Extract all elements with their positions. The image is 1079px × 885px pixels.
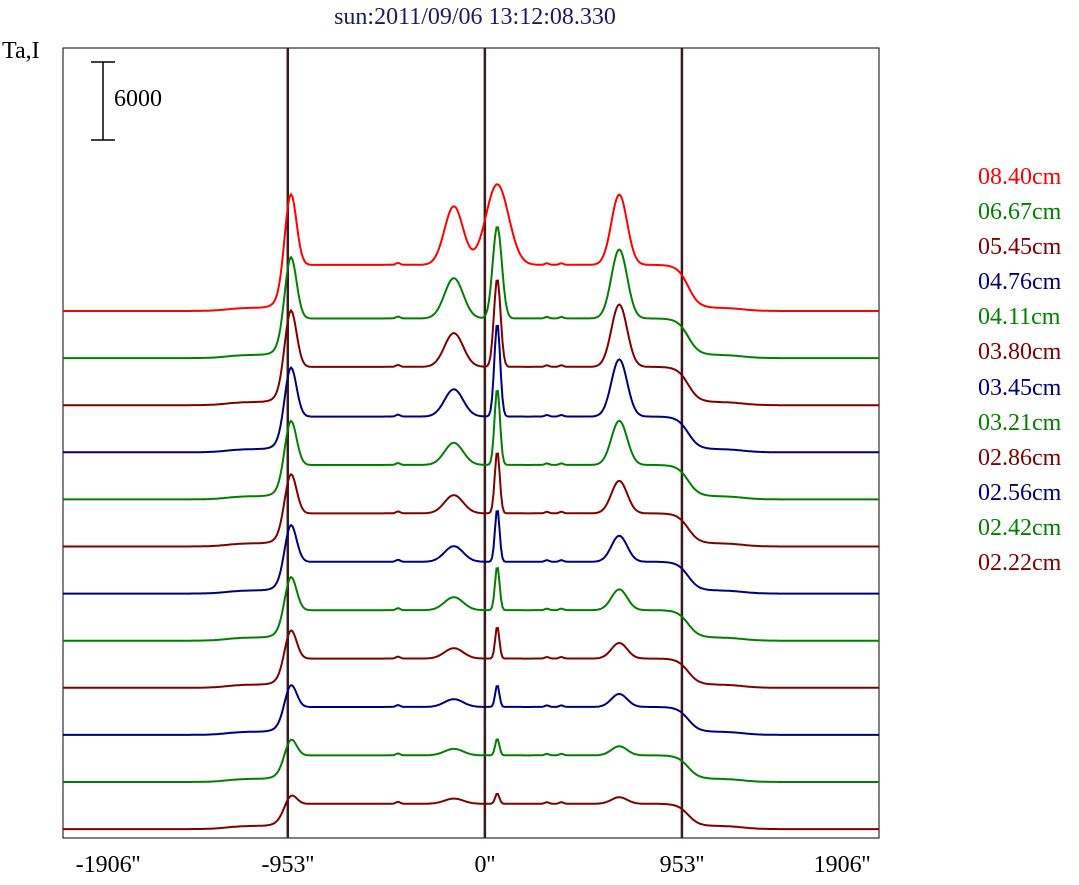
- series-line-05.45cm: [63, 279, 879, 407]
- legend: 08.40cm 06.67cm 05.45cm 04.76cm 04.11cm 03.80…: [978, 160, 1061, 581]
- legend-entry: 04.11cm: [978, 304, 1061, 331]
- x-tick-label: 1906'': [813, 852, 871, 878]
- scale-bar-label: 6000: [114, 86, 162, 112]
- legend-entry: 08.40cm: [978, 164, 1062, 190]
- x-tick-label: -953'': [261, 852, 315, 878]
- series-line-02.86cm: [63, 627, 879, 689]
- plot-frame: [62, 47, 880, 839]
- legend-entry: 03.45cm: [978, 374, 1062, 401]
- series-curves: [63, 183, 879, 831]
- x-tick-label: -1906'': [75, 852, 141, 878]
- series-line-04.11cm: [63, 389, 879, 501]
- legend-entry: 02.22cm: [978, 550, 1062, 577]
- legend-entry: 02.86cm: [978, 444, 1062, 471]
- series-line-04.76cm: [63, 324, 879, 454]
- series-line-03.45cm: [63, 510, 879, 595]
- series-line-02.56cm: [63, 684, 879, 736]
- series-line-06.67cm: [63, 226, 879, 360]
- series-line-02.22cm: [63, 793, 879, 831]
- series-line-02.42cm: [63, 738, 879, 783]
- legend-entry: 04.76cm: [978, 269, 1062, 296]
- series-line-03.80cm: [63, 452, 879, 548]
- y-axis-label: Ta,I: [2, 38, 40, 64]
- legend-entry: 03.80cm: [978, 339, 1062, 366]
- x-tick-label: 0'': [474, 852, 496, 878]
- series-line-03.21cm: [63, 567, 879, 642]
- series-line-08.40cm: [63, 183, 879, 312]
- legend-entry: 02.56cm: [978, 479, 1062, 506]
- legend-entry: 03.21cm: [978, 409, 1062, 436]
- scale-bar: [91, 61, 115, 141]
- x-tick-label: 953'': [659, 852, 705, 878]
- legend-entry: 02.42cm: [978, 514, 1062, 541]
- chart-title: sun:2011/09/06 13:12:08.330: [334, 4, 616, 30]
- legend-entry: 06.67cm: [978, 199, 1062, 226]
- limb-center-lines: [286, 48, 684, 838]
- legend-entry: 05.45cm: [978, 234, 1062, 261]
